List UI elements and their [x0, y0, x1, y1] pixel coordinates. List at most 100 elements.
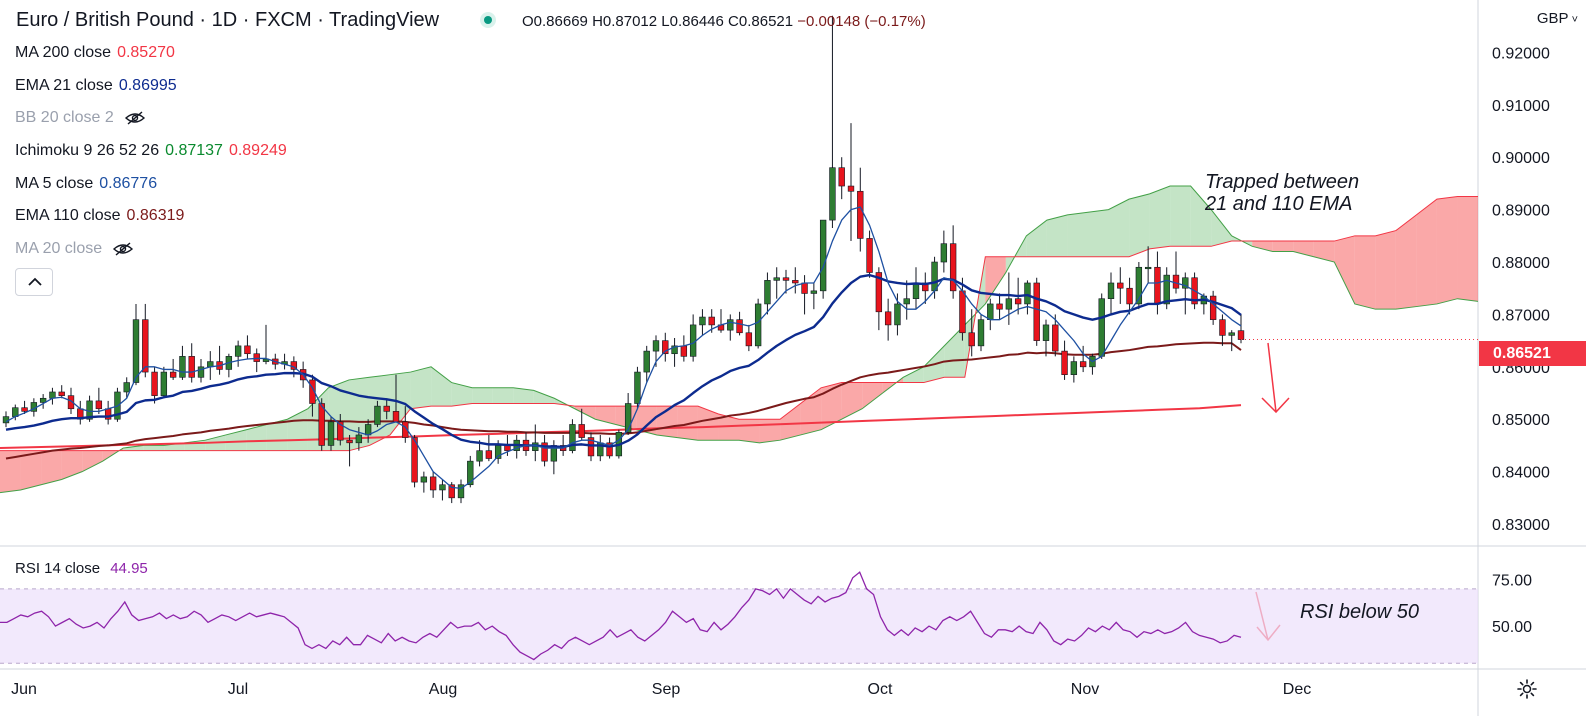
candle: [309, 374, 316, 417]
currency-selector[interactable]: GBP ˅: [1537, 10, 1578, 27]
candle-body: [866, 238, 873, 273]
candle: [21, 400, 28, 414]
candle-body: [1079, 361, 1087, 368]
annotation-rsi: RSI below 50: [1300, 601, 1419, 623]
candle: [402, 406, 409, 443]
legend-row[interactable]: MA 20 close: [15, 240, 134, 258]
candle: [727, 314, 734, 341]
candle: [949, 225, 957, 299]
candle-body: [1005, 298, 1013, 310]
candle: [244, 335, 251, 359]
candle: [1061, 340, 1068, 380]
candle: [49, 387, 56, 405]
candle: [587, 432, 595, 462]
legend-row[interactable]: EMA 21 close 0.86995: [15, 77, 177, 95]
candle: [197, 358, 205, 383]
candle-body: [847, 185, 855, 192]
ichimoku-cloud-segment: [492, 387, 514, 404]
legend-row[interactable]: EMA 110 close 0.86319: [15, 207, 184, 225]
candle-body: [810, 290, 818, 294]
candle-body: [829, 167, 836, 221]
candle-body: [959, 290, 966, 334]
candle: [1144, 246, 1152, 283]
candle-body: [160, 371, 168, 396]
ichimoku-cloud-segment: [82, 450, 103, 472]
candle: [207, 351, 214, 380]
candle-body: [337, 421, 344, 441]
ma200-line: [0, 404, 1242, 450]
candle: [1070, 356, 1078, 383]
candle: [132, 303, 140, 386]
time-tick-label: Sep: [652, 681, 681, 698]
candle-body: [1219, 319, 1226, 336]
candle-body: [634, 371, 641, 404]
legend-row[interactable]: MA 5 close 0.86776: [15, 175, 157, 193]
candle: [476, 440, 483, 467]
ichimoku-cloud-segment: [1170, 186, 1191, 247]
candle: [374, 400, 381, 428]
settings-gear-icon[interactable]: [1516, 678, 1538, 700]
legend-name: BB 20 close 2: [15, 109, 114, 126]
candle: [429, 471, 437, 498]
candle-body: [764, 280, 771, 305]
candle-body: [1052, 324, 1059, 352]
rsi-legend-name: RSI 14 close: [15, 560, 101, 577]
candle-body: [132, 319, 140, 383]
rsi-band: [0, 588, 1478, 664]
time-tick-label: Nov: [1071, 681, 1099, 698]
candle: [541, 434, 548, 467]
collapse-legend-button[interactable]: [15, 268, 53, 296]
candle: [1107, 272, 1115, 315]
ichimoku-cloud-segment: [903, 366, 924, 383]
legend-row[interactable]: BB 20 close 2: [15, 109, 146, 127]
candle-body: [244, 345, 251, 355]
candle-body: [197, 366, 205, 378]
hidden-eye-icon[interactable]: [124, 110, 146, 126]
legend-row[interactable]: MA 200 close 0.85270: [15, 44, 175, 62]
candle: [569, 419, 576, 454]
candle: [912, 267, 920, 310]
price-tick-label: 0.90000: [1492, 150, 1550, 167]
ichimoku-cloud-segment: [1087, 209, 1109, 257]
candle-body: [467, 460, 474, 486]
time-tick-label: Jun: [11, 681, 37, 698]
chevron-down-icon: ˅: [1568, 14, 1578, 26]
candle-body: [912, 282, 920, 300]
legend-name: EMA 110 close: [15, 207, 121, 224]
rsi-legend[interactable]: RSI 14 close 44.95: [15, 560, 148, 577]
ichimoku-cloud-segment: [61, 450, 83, 480]
ichimoku-cloud-segment: [554, 398, 575, 409]
candle: [829, 15, 836, 228]
candle-body: [123, 382, 130, 393]
candle-body: [671, 345, 678, 355]
candle: [1182, 272, 1189, 315]
candle-body: [643, 350, 650, 373]
candle-body: [754, 303, 762, 347]
ohlc-readout: O0.86669 H0.87012 L0.86446 C0.86521 −0.0…: [522, 13, 926, 30]
candle: [838, 157, 845, 200]
legend-row[interactable]: Ichimoku 9 26 52 26 0.87137 0.89249: [15, 142, 287, 160]
candle: [717, 309, 725, 333]
legend-value: 0.86319: [126, 207, 185, 224]
candle: [346, 434, 353, 467]
candle-body: [968, 332, 975, 347]
candle-body: [578, 424, 585, 438]
candle: [216, 345, 223, 375]
ichimoku-cloud-segment: [821, 382, 842, 430]
candle: [801, 275, 808, 315]
legend-value: 0.89249: [228, 142, 287, 159]
ichimoku-cloud-segment: [739, 419, 760, 443]
candle: [987, 298, 994, 331]
candle: [792, 267, 799, 294]
time-tick-label: Dec: [1283, 681, 1311, 698]
ichimoku-cloud-segment: [410, 366, 432, 409]
candle: [977, 314, 985, 352]
candle: [485, 434, 493, 462]
candle-body: [485, 450, 493, 459]
candle: [1024, 280, 1031, 315]
hidden-eye-icon[interactable]: [112, 241, 134, 257]
candle-body: [662, 340, 669, 355]
candle-body: [569, 424, 576, 451]
chevron-up-icon: [28, 277, 42, 286]
